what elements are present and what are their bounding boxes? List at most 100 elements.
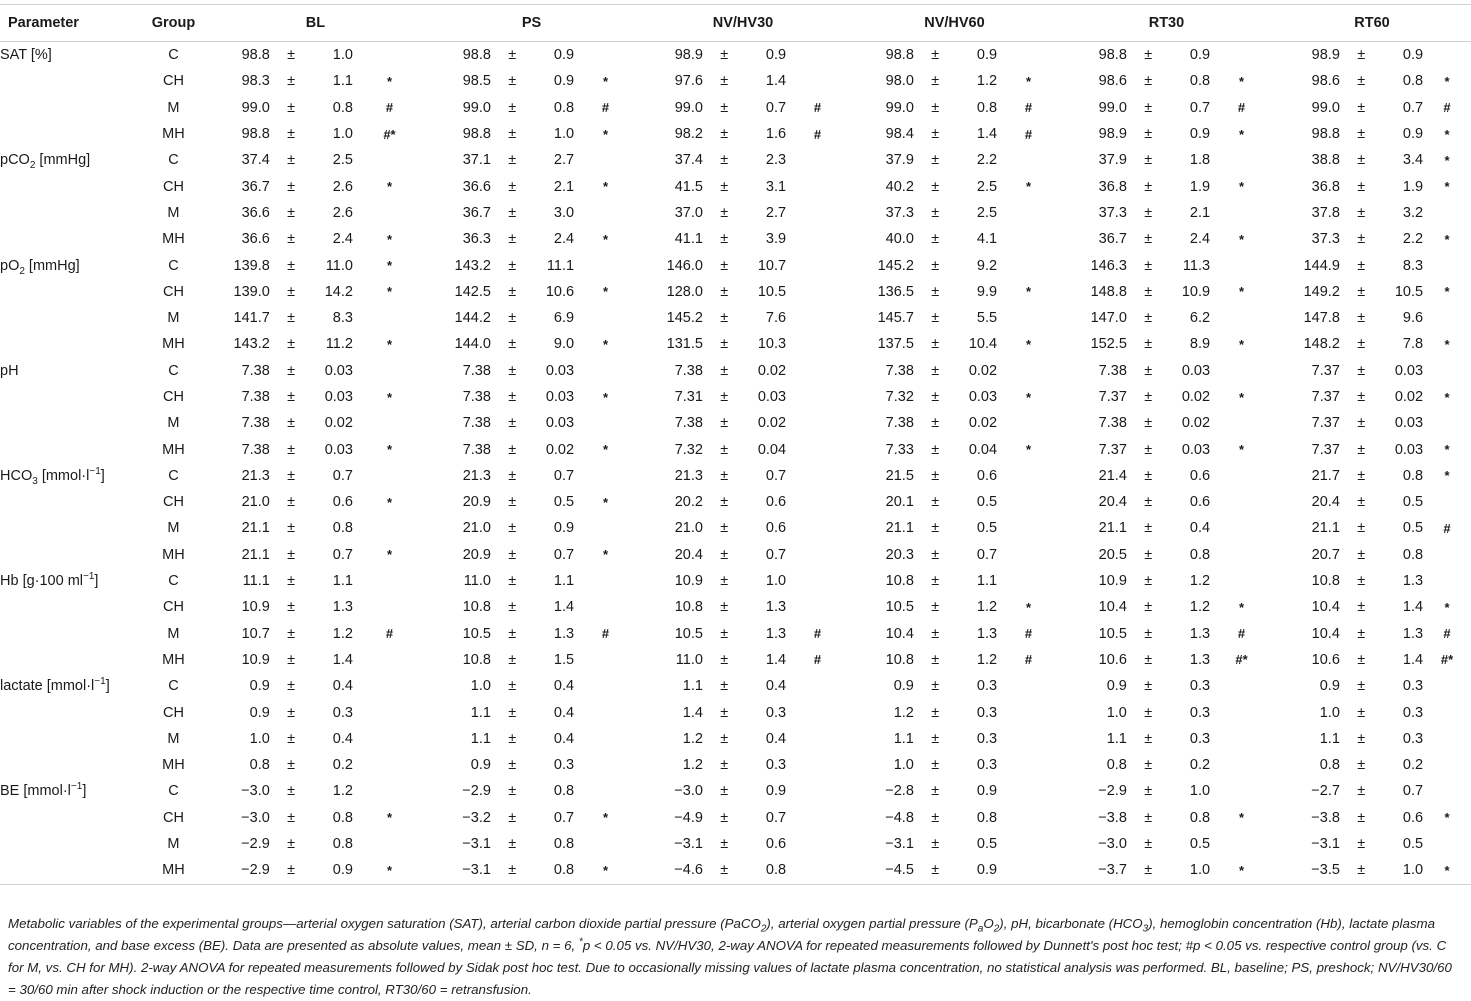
plus-minus-sign: ± <box>720 310 729 327</box>
plus-minus-sign: ± <box>287 836 296 853</box>
mean-value: 20.5 <box>1098 546 1127 563</box>
header-timepoint-ps: PS <box>426 4 637 42</box>
group-label: M <box>167 520 180 537</box>
significance-marker <box>1210 673 1273 699</box>
significance-marker <box>786 805 849 831</box>
plus-minus-sign: ± <box>508 494 517 511</box>
mean-value: 143.2 <box>233 336 270 353</box>
significance-marker: * <box>386 494 393 510</box>
plus-minus-sign: ± <box>1357 836 1366 853</box>
plus-minus-sign: ± <box>931 336 940 353</box>
sd-value: 1.1 <box>553 573 575 590</box>
significance-marker: * <box>1444 389 1450 405</box>
significance-marker: * <box>1238 284 1245 300</box>
plus-minus-sign: ± <box>1144 310 1153 327</box>
significance-marker: * <box>574 857 637 885</box>
parameter-label <box>0 384 142 410</box>
parameter-label <box>0 331 142 357</box>
sd-value: 9.6 <box>1402 310 1424 327</box>
plus-minus-sign: ± <box>1357 573 1366 590</box>
mean-value: 98.8 <box>241 126 270 143</box>
significance-marker: #* <box>1235 652 1248 668</box>
sd-value: 0.02 <box>1181 389 1211 405</box>
metabolic-variables-table: Parameter Group BL PS NV/HV30 NV/HV60 RT… <box>0 4 1471 885</box>
mean-value: 148.8 <box>1090 283 1127 300</box>
significance-marker <box>786 226 849 252</box>
mean-value: −3.1 <box>462 836 491 853</box>
mean-value: 36.8 <box>1098 178 1127 195</box>
sd-value: 0.8 <box>745 857 787 885</box>
table-row: M −2.9 ±0.8 −3.1 ±0.8 −3.1 ±0.6 −3.1 ±0.5 −3.0 ±0.… <box>0 831 1471 857</box>
significance-marker <box>1210 568 1273 594</box>
sd-value: 0.6 <box>1402 809 1424 826</box>
sd-value: 6.9 <box>553 310 575 327</box>
plus-minus-sign: ± <box>1357 494 1366 511</box>
sd-value: 2.7 <box>553 152 575 169</box>
sd-value: 0.02 <box>545 441 575 458</box>
significance-marker <box>1423 752 1471 778</box>
significance-marker: * <box>1444 231 1450 247</box>
plus-minus-sign: ± <box>1144 809 1153 826</box>
mean-value: 10.6 <box>1098 651 1127 668</box>
sd-value: 1.2 <box>1189 599 1211 616</box>
sd-value: 0.9 <box>553 47 575 64</box>
mean-value: 37.0 <box>674 204 703 221</box>
plus-minus-sign: ± <box>1144 441 1153 458</box>
plus-minus-sign: ± <box>508 73 517 90</box>
group-label: C <box>168 678 179 695</box>
mean-value: 139.8 <box>233 257 270 274</box>
significance-marker <box>574 778 637 804</box>
sd-value: 0.8 <box>1402 546 1424 563</box>
sd-value: 0.6 <box>1189 467 1211 484</box>
significance-marker <box>353 673 426 699</box>
mean-value: 1.0 <box>249 730 270 747</box>
sd-value: 0.5 <box>1402 836 1424 853</box>
sd-value: 0.9 <box>553 73 575 90</box>
sd-value: 0.3 <box>553 757 575 774</box>
plus-minus-sign: ± <box>1144 362 1153 379</box>
plus-minus-sign: ± <box>508 336 517 353</box>
sd-value: 1.3 <box>765 599 787 616</box>
significance-marker <box>1423 410 1471 436</box>
sd-value: 14.2 <box>324 283 353 300</box>
plus-minus-sign: ± <box>1144 283 1153 300</box>
plus-minus-sign: ± <box>1357 73 1366 90</box>
mean-value: 37.4 <box>241 152 270 169</box>
table-row: M 141.7 ±8.3 144.2 ±6.9 145.2 ±7.6 145.7 ±5.5 147… <box>0 305 1471 331</box>
plus-minus-sign: ± <box>720 415 729 432</box>
mean-value: 7.38 <box>462 441 491 458</box>
sd-value: 1.8 <box>1189 152 1211 169</box>
plus-minus-sign: ± <box>931 178 940 195</box>
significance-marker <box>574 831 637 857</box>
group-label: MH <box>162 336 185 353</box>
plus-minus-sign: ± <box>720 467 729 484</box>
significance-marker <box>1210 489 1273 515</box>
group-label: CH <box>162 809 184 826</box>
plus-minus-sign: ± <box>287 257 296 274</box>
sd-value: 9.9 <box>976 283 998 300</box>
mean-value: 144.9 <box>1303 257 1340 274</box>
table-row: CH 139.0 ±14.2 * 142.5 ±10.6 * 128.0 ±10.5 136.5 ±… <box>0 279 1471 305</box>
plus-minus-sign: ± <box>1357 704 1366 721</box>
sd-value: 2.1 <box>1189 204 1211 221</box>
plus-minus-sign: ± <box>508 599 517 616</box>
plus-minus-sign: ± <box>931 283 940 300</box>
significance-marker <box>574 752 637 778</box>
parameter-label <box>0 121 142 147</box>
sd-value: 0.03 <box>1394 362 1424 379</box>
group-label: M <box>167 625 180 642</box>
significance-marker <box>1210 542 1273 568</box>
mean-value: 7.38 <box>241 389 270 405</box>
sd-value: 0.7 <box>765 546 787 563</box>
sd-value: 0.2 <box>1189 757 1211 774</box>
plus-minus-sign: ± <box>1144 47 1153 64</box>
plus-minus-sign: ± <box>720 678 729 695</box>
significance-marker: * <box>386 547 393 563</box>
plus-minus-sign: ± <box>931 126 940 143</box>
sd-value: 3.0 <box>553 204 575 221</box>
sd-value: 10.9 <box>1181 283 1211 300</box>
header-timepoint-nvhv30: NV/HV30 <box>637 4 849 42</box>
significance-marker <box>353 463 426 489</box>
sd-value: 7.8 <box>1402 336 1424 353</box>
